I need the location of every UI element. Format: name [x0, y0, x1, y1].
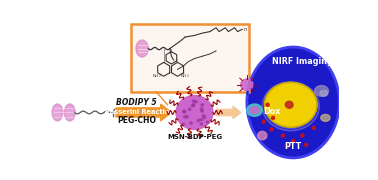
Ellipse shape: [291, 139, 294, 143]
Ellipse shape: [201, 104, 204, 106]
Text: NH$_2$: NH$_2$: [180, 73, 189, 80]
Ellipse shape: [182, 123, 184, 125]
Ellipse shape: [184, 116, 186, 118]
Text: n: n: [244, 27, 247, 32]
Text: NIRF Imaging: NIRF Imaging: [272, 57, 333, 66]
Ellipse shape: [136, 40, 148, 57]
Ellipse shape: [192, 104, 195, 106]
Ellipse shape: [285, 145, 288, 148]
Ellipse shape: [314, 86, 328, 96]
Ellipse shape: [312, 126, 315, 129]
Ellipse shape: [183, 110, 186, 112]
Polygon shape: [116, 104, 171, 121]
Ellipse shape: [250, 107, 259, 114]
Ellipse shape: [201, 110, 203, 112]
Ellipse shape: [202, 114, 205, 117]
Ellipse shape: [285, 101, 293, 108]
Ellipse shape: [200, 123, 203, 125]
Ellipse shape: [266, 103, 269, 106]
Text: MSN-BDP-PEG: MSN-BDP-PEG: [167, 134, 222, 140]
Ellipse shape: [282, 134, 285, 137]
Text: BODIPY 5: BODIPY 5: [116, 98, 157, 107]
Ellipse shape: [192, 105, 194, 107]
Ellipse shape: [186, 116, 188, 118]
Text: PTT: PTT: [284, 142, 302, 151]
Ellipse shape: [241, 79, 253, 91]
Ellipse shape: [203, 116, 206, 118]
Ellipse shape: [189, 122, 192, 124]
Ellipse shape: [320, 90, 328, 96]
Ellipse shape: [52, 104, 63, 121]
Ellipse shape: [64, 104, 75, 121]
Ellipse shape: [192, 100, 195, 102]
Ellipse shape: [183, 111, 186, 113]
Ellipse shape: [195, 101, 197, 103]
Text: NH$_2$: NH$_2$: [152, 73, 161, 80]
Ellipse shape: [206, 121, 209, 123]
FancyBboxPatch shape: [131, 24, 249, 92]
Ellipse shape: [271, 116, 274, 119]
Text: Passerini Reaction: Passerini Reaction: [105, 109, 174, 115]
Ellipse shape: [200, 108, 203, 110]
Ellipse shape: [247, 47, 339, 158]
Ellipse shape: [258, 131, 267, 140]
Ellipse shape: [305, 143, 308, 146]
Ellipse shape: [188, 108, 191, 110]
Ellipse shape: [262, 120, 265, 123]
Text: PEG-CHO: PEG-CHO: [117, 116, 156, 125]
Ellipse shape: [270, 128, 273, 131]
Text: Dox: Dox: [263, 107, 280, 116]
Ellipse shape: [265, 82, 317, 127]
Polygon shape: [216, 106, 241, 119]
Ellipse shape: [176, 96, 213, 129]
Ellipse shape: [200, 118, 203, 121]
Ellipse shape: [247, 104, 262, 116]
Ellipse shape: [301, 134, 304, 137]
Ellipse shape: [197, 119, 200, 122]
Ellipse shape: [321, 114, 330, 121]
